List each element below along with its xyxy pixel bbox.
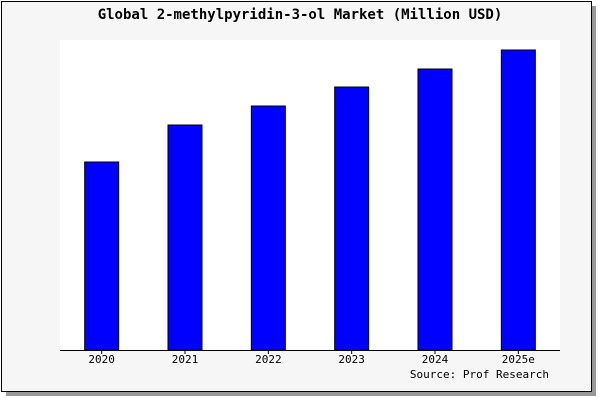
x-tick-label: 2022 <box>255 353 282 366</box>
chart-title: Global 2-methylpyridin-3-ol Market (Mill… <box>98 7 503 23</box>
x-tick-label: 2021 <box>172 353 199 366</box>
bar <box>500 49 536 351</box>
x-tick-label: 2023 <box>338 353 365 366</box>
x-tick-label: 2024 <box>422 353 449 366</box>
plot-area <box>60 40 560 350</box>
bar <box>167 124 203 351</box>
source: Source: Prof Research <box>410 368 549 381</box>
bar <box>417 68 453 351</box>
x-tick-label: 2025e <box>502 353 535 366</box>
bar <box>334 86 370 351</box>
x-tick-label: 2020 <box>88 353 115 366</box>
bar <box>84 161 120 351</box>
bar <box>250 105 286 351</box>
